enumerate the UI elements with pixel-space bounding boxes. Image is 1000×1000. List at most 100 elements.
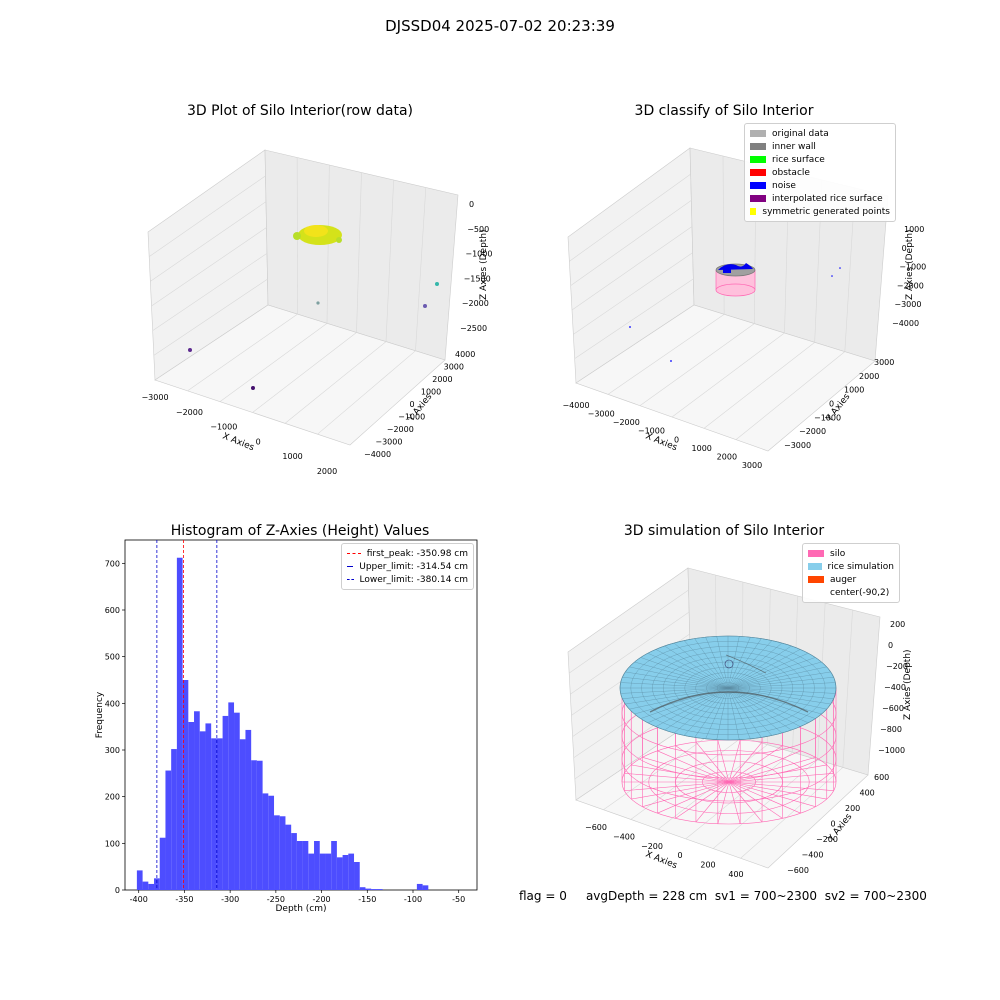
raw-y-tick-label: 3000 bbox=[444, 363, 464, 372]
simulation-z-tick-label: −200 bbox=[886, 662, 908, 671]
histogram-bar bbox=[222, 715, 229, 890]
histogram-x-tick-label: -350 bbox=[175, 895, 193, 904]
simulation-z-tick-label: −400 bbox=[884, 683, 906, 692]
raw-x-tick-label: −2000 bbox=[176, 408, 203, 417]
simulation-legend-swatch bbox=[808, 563, 822, 570]
histogram-bar bbox=[234, 712, 240, 890]
histogram-bar bbox=[142, 881, 149, 890]
raw-y-ticks: 4000 3000 2000 1000 0 −1000 −2000 −3000 −4000 bbox=[364, 350, 475, 459]
classify-x-tick-label: −1000 bbox=[638, 427, 665, 436]
histogram-y-tick-label: 700 bbox=[105, 559, 120, 568]
simulation-x-tick-label: 0 bbox=[677, 851, 682, 860]
histogram-bar bbox=[245, 729, 252, 890]
classify-z-tick-label: −4000 bbox=[892, 319, 919, 328]
histogram-x-label: Depth (cm) bbox=[275, 904, 326, 914]
classify-z-tick-label: 0 bbox=[902, 244, 907, 253]
histogram-bar bbox=[262, 793, 269, 890]
simulation-legend-entry: auger bbox=[808, 573, 894, 586]
histogram-bar bbox=[211, 738, 217, 890]
raw-point bbox=[316, 301, 320, 305]
simulation-legend-entry: center(-90,2) bbox=[808, 586, 894, 599]
classify-legend-entry: symmetric generated points bbox=[750, 205, 890, 218]
simulation-plot-title: 3D simulation of Silo Interior bbox=[623, 523, 825, 539]
histogram-bar bbox=[325, 853, 332, 890]
histogram-legend-swatch bbox=[347, 579, 354, 580]
simulation-legend-label: auger bbox=[830, 574, 857, 585]
sv1-text: sv1 = 700~2300 bbox=[714, 889, 818, 903]
histogram-bar bbox=[279, 816, 286, 890]
histogram-legend-entry: Upper_limit: -314.54 cm bbox=[347, 560, 468, 573]
histogram-bar bbox=[239, 739, 246, 890]
raw-y-tick-label: 1000 bbox=[421, 388, 441, 397]
raw-y-tick-label: −1000 bbox=[398, 413, 425, 422]
histogram-bar bbox=[171, 749, 177, 890]
simulation-x-tick-label: 200 bbox=[700, 861, 715, 870]
classify-z-label: Z Axies (Depth) bbox=[905, 229, 915, 300]
classify-z-tick-label: −2000 bbox=[897, 281, 924, 290]
simulation-legend-entry: rice simulation bbox=[808, 560, 894, 573]
simulation-legend-swatch bbox=[808, 576, 824, 583]
histogram-bar bbox=[308, 853, 315, 890]
histogram-y-ticks: 0 100 200 300 400 500 600 700 bbox=[105, 559, 125, 895]
simulation-x-ticks: −600 −400 −200 0 200 400 bbox=[585, 823, 744, 879]
histogram-bar bbox=[154, 878, 160, 890]
histogram-bar bbox=[251, 760, 257, 890]
classify-legend-swatch bbox=[750, 208, 757, 215]
classify-legend-swatch bbox=[750, 195, 766, 202]
raw-point bbox=[293, 232, 301, 240]
raw-y-tick-label: 0 bbox=[410, 400, 415, 409]
classify-z-tick-label: −3000 bbox=[894, 300, 921, 309]
histogram-y-tick-label: 0 bbox=[115, 886, 120, 895]
histogram-reference-lines bbox=[156, 540, 218, 890]
raw-z-label: Z Axies (Depth) bbox=[479, 229, 489, 300]
silo-wireframe bbox=[621, 647, 837, 825]
simulation-z-label: Z Axies (Depth) bbox=[903, 649, 913, 720]
classify-legend-entry: rice surface bbox=[750, 153, 890, 166]
simulation-legend-label: rice simulation bbox=[827, 561, 894, 572]
status-line: flag = 0 avgDepth = 228 cm sv1 = 700~230… bbox=[519, 889, 927, 903]
classify-legend-swatch bbox=[750, 169, 766, 176]
simulation-x-tick-label: −600 bbox=[585, 823, 607, 832]
histogram-bar bbox=[136, 870, 143, 890]
histogram-bar bbox=[199, 731, 206, 890]
classify-legend-entry: obstacle bbox=[750, 166, 890, 179]
raw-y-tick-label: 2000 bbox=[432, 375, 452, 384]
classify-z-tick-label: −1000 bbox=[899, 263, 926, 272]
classify-legend-swatch bbox=[750, 143, 766, 150]
classify-x-tick-label: 1000 bbox=[692, 444, 712, 453]
simulation-legend-label: center(-90,2) bbox=[830, 587, 890, 598]
histogram-y-label: Frequency bbox=[95, 691, 105, 738]
simulation-y-tick-label: −400 bbox=[802, 851, 824, 860]
histogram-legend-swatch bbox=[347, 553, 361, 554]
simulation-z-ticks: 200 0 −200 −400 −600 −800 −1000 bbox=[878, 620, 908, 755]
raw-z-tick-label: −2000 bbox=[462, 299, 489, 308]
classify-x-tick-label: 3000 bbox=[742, 461, 762, 470]
histogram-legend-swatch bbox=[347, 566, 354, 567]
classify-x-tick-label: −3000 bbox=[588, 410, 615, 419]
flag-text: flag = 0 bbox=[519, 889, 567, 903]
simulation-z-tick-label: 200 bbox=[890, 620, 905, 629]
raw-point bbox=[423, 304, 427, 308]
histogram-legend-entry: Lower_limit: -380.14 cm bbox=[347, 573, 468, 586]
classify-legend-label: original data bbox=[772, 128, 829, 139]
classify-legend: original data inner wall rice surface obsta… bbox=[744, 123, 896, 222]
histogram-bar bbox=[256, 760, 263, 890]
histogram-chart: -400 -350 -300 -250 -200 -150 -100 -50 0 100 200 3… bbox=[95, 539, 478, 914]
histogram-x-ticks: -400 -350 -300 -250 -200 -150 -100 -50 bbox=[130, 890, 465, 904]
histogram-legend-entry: first_peak: -350.98 cm bbox=[347, 547, 468, 560]
raw-y-tick-label: 4000 bbox=[455, 350, 475, 359]
simulation-y-tick-label: −200 bbox=[816, 835, 838, 844]
sv2-text: sv2 = 700~2300 bbox=[824, 889, 927, 903]
histogram-bar bbox=[302, 841, 309, 890]
histogram-bar bbox=[268, 795, 275, 890]
histogram-bar bbox=[422, 885, 429, 890]
raw-x-ticks: −3000 −2000 −1000 0 1000 2000 bbox=[141, 393, 337, 476]
histogram-bar bbox=[319, 853, 326, 890]
classify-z-tick-label: 1000 bbox=[904, 225, 924, 234]
histogram-bar bbox=[416, 883, 423, 890]
histogram-bar bbox=[296, 841, 303, 890]
figure-title: DJSSD04 2025-07-02 20:23:39 bbox=[385, 17, 615, 35]
raw-z-ticks: 0 −500 −1000 −1500 −2000 −2500 bbox=[460, 200, 492, 333]
histogram-bar bbox=[176, 557, 183, 890]
raw-plot-title: 3D Plot of Silo Interior(row data) bbox=[186, 103, 414, 119]
